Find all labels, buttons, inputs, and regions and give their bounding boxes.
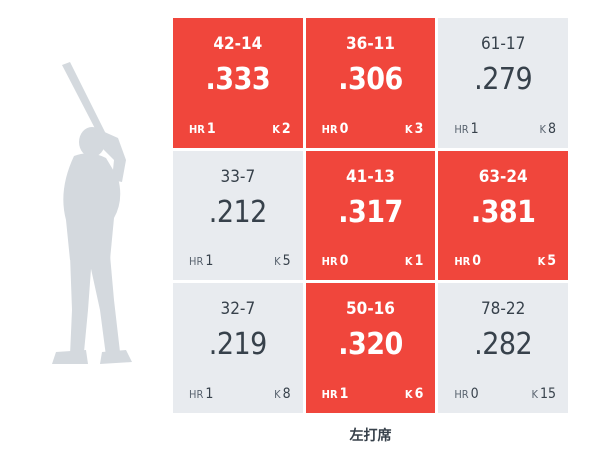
k-value: 8 [282,386,291,402]
zone-batting-average: .320 [338,327,403,363]
hr-label: HR [189,122,205,136]
k-value: 15 [539,386,556,402]
hr-value: 1 [470,120,479,137]
zone-stats: HR 1 K 8 [189,386,291,402]
home-run-stat: HR 0 [322,121,349,137]
k-value: 5 [282,253,291,270]
zone-batting-average: .282 [474,327,533,363]
home-run-stat: HR 1 [322,386,349,402]
zone-stats: HR 0 K 3 [322,121,424,137]
zone-batting-average: .279 [474,62,533,97]
home-run-stat: HR 0 [454,253,481,269]
home-run-stat: HR 1 [189,253,213,269]
zone-stats: HR 1 K 6 [322,386,424,402]
k-value: 6 [414,386,424,402]
hr-label: HR [189,255,204,269]
zone-record: 42-14 [213,34,263,54]
hr-label: HR [189,388,204,401]
k-value: 2 [281,120,291,137]
k-value: 8 [547,120,556,137]
strike-zone-grid: 42-14.333 HR 1 K 2 36-11.306 HR 0 K 3 61-17.279 HR 1… [173,18,568,413]
k-label: K [539,122,546,136]
zone-stats: HR 1 K 8 [454,121,556,137]
home-run-stat: HR 1 [454,121,478,137]
k-label: K [537,255,546,269]
hr-value: 0 [470,386,479,402]
zone-cell[interactable]: 41-13 .317 HR 0 K 1 [305,150,436,281]
hr-label: HR [321,122,338,136]
hr-value: 0 [339,253,349,270]
zone-batting-average: .317 [338,194,403,230]
zone-cell[interactable]: 61-17 .279 HR 1 K 8 [438,18,568,148]
hr-label: HR [454,255,471,269]
home-run-stat: HR 1 [189,386,213,402]
zone-batting-average: .219 [208,327,268,363]
home-run-stat: HR 0 [454,386,478,402]
home-run-stat: HR 0 [322,253,349,269]
zone-cell[interactable]: 32-7 .219 HR 1 K 8 [173,283,303,413]
zone-stats: HR 0 K 1 [322,253,424,269]
zone-record: 32-7 [220,299,256,320]
zone-cell[interactable]: 50-16 .320 HR 1 K 6 [305,283,436,413]
k-label: K [404,255,413,269]
k-label: K [274,255,281,269]
hr-value: 1 [206,120,216,137]
zone-batting-average: .333 [205,62,271,97]
hr-label: HR [454,122,469,136]
zone-stats: HR 0 K 15 [454,386,556,402]
home-run-stat: HR 1 [189,121,216,137]
zone-cell[interactable]: 36-11 .306 HR 0 K 3 [305,18,436,148]
k-label: K [274,388,281,401]
zone-batting-average: .381 [470,194,536,230]
k-value: 1 [414,253,424,270]
hr-value: 1 [205,386,214,402]
zone-record: 61-17 [480,34,526,54]
zone-record: 36-11 [346,34,395,54]
hr-label: HR [321,255,338,269]
zone-batting-average: .212 [208,194,268,230]
zone-stats: HR 0 K 5 [454,253,556,269]
zone-record: 33-7 [220,166,256,187]
zone-cell[interactable]: 33-7 .212 HR 1 K 5 [173,150,303,281]
k-value: 5 [547,253,556,270]
strikeout-stat: K 15 [531,386,556,402]
zone-stats: HR 1 K 2 [189,121,291,137]
k-label: K [404,388,413,401]
k-label: K [531,388,538,401]
k-label: K [404,122,413,136]
zone-stats: HR 1 K 5 [189,253,291,269]
zone-cell[interactable]: 63-24 .381 HR 0 K 5 [438,150,568,281]
zone-batting-average: .306 [338,62,403,97]
zone-record: 63-24 [478,166,528,187]
hr-value: 0 [339,120,349,137]
batter-side-caption: 左打席 [349,427,392,443]
zone-cell[interactable]: 78-22 .282 HR 0 K 15 [438,283,568,413]
zone-cell[interactable]: 42-14 .333 HR 1 K 2 [173,18,303,148]
hr-label: HR [321,388,338,401]
hr-value: 0 [472,253,481,270]
zone-record: 50-16 [346,299,395,320]
batter-silhouette-icon [52,62,132,364]
k-value: 3 [414,120,424,137]
k-label: K [272,122,280,136]
zone-record: 41-13 [346,166,395,187]
hr-value: 1 [339,386,349,402]
zone-record: 78-22 [480,299,526,320]
hr-label: HR [454,388,469,401]
hr-value: 1 [205,253,214,270]
